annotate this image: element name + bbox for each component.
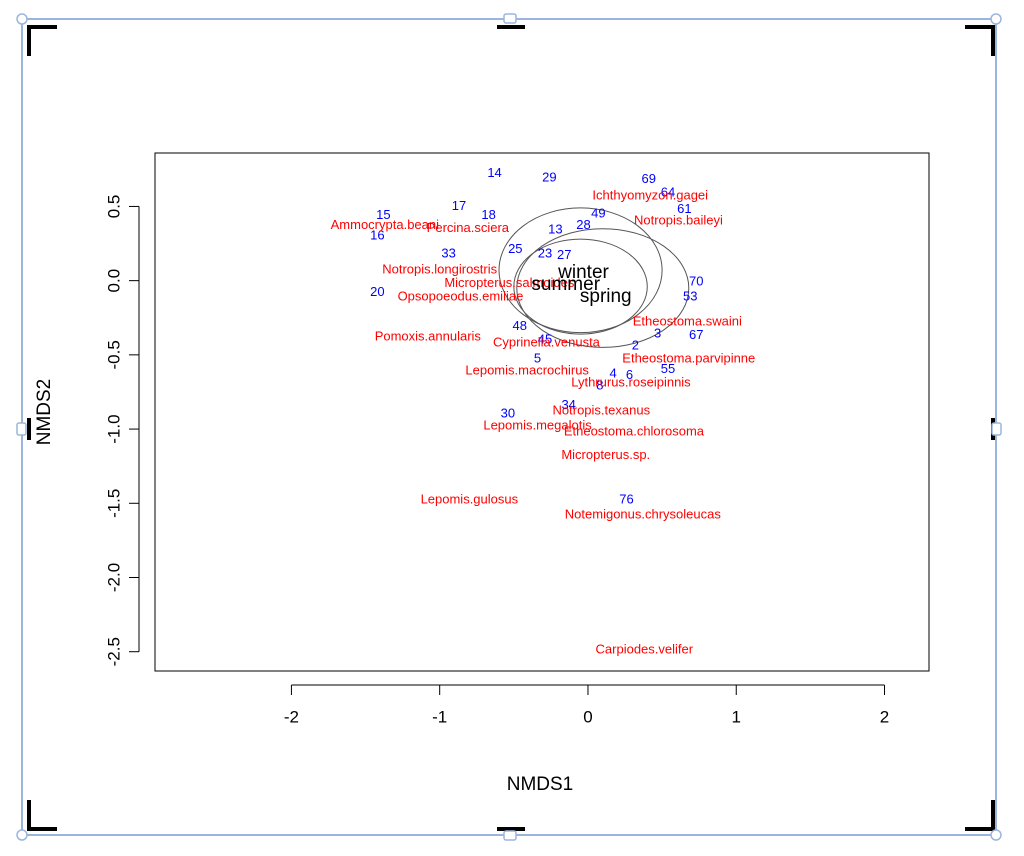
site-label: 48 — [513, 318, 527, 333]
resize-handle[interactable] — [16, 422, 27, 436]
x-tick-label: 1 — [732, 707, 741, 726]
site-label: 67 — [689, 327, 703, 342]
site-label: 61 — [677, 201, 691, 216]
site-label: 49 — [591, 205, 605, 220]
crop-corner — [27, 25, 57, 56]
resize-handle[interactable] — [990, 829, 1002, 841]
resize-handle[interactable] — [991, 422, 1002, 436]
x-tick-label: 2 — [880, 707, 889, 726]
handles — [16, 13, 1002, 841]
species-label: Lepomis.megalotis — [483, 418, 592, 433]
crop-corner — [27, 800, 57, 831]
site-label: 3 — [654, 326, 661, 341]
species-label: Micropterus.sp. — [561, 447, 650, 462]
site-label: 45 — [538, 331, 552, 346]
site-label: 64 — [661, 185, 675, 200]
site-label: 70 — [689, 274, 703, 289]
y-tick-label: -1.5 — [104, 489, 123, 518]
site-label: 25 — [508, 241, 522, 256]
species-label: Notemigonus.chrysoleucas — [565, 507, 722, 522]
species-label: Etheostoma.chlorosoma — [564, 423, 705, 438]
y-tick-label: -2.0 — [104, 563, 123, 592]
species-label: Opsopoeodus.emiliae — [398, 288, 524, 303]
resize-handle[interactable] — [990, 13, 1002, 25]
group-ellipse — [513, 238, 648, 335]
resize-handle[interactable] — [503, 13, 517, 24]
site-label: 5 — [534, 351, 541, 366]
resize-handle[interactable] — [16, 829, 28, 841]
site-label: 30 — [501, 406, 515, 421]
centroid-label: winter — [557, 262, 609, 283]
site-label: 20 — [370, 284, 384, 299]
species-label: Percina.sciera — [427, 220, 510, 235]
species-label: Etheostoma.parvipinne — [622, 351, 755, 366]
species-label: Notropis.longirostris — [382, 262, 497, 277]
group-ellipse — [516, 228, 690, 348]
x-tick-label: -1 — [432, 707, 447, 726]
crop-corner — [965, 800, 995, 831]
species-label: Etheostoma.swaini — [633, 314, 742, 329]
y-tick-label: 0.5 — [104, 195, 123, 219]
centroid-label: summer — [531, 274, 600, 295]
site-label: 29 — [542, 170, 556, 185]
group-ellipse — [498, 207, 663, 334]
site-label: 76 — [619, 492, 633, 507]
species-label: Carpiodes.velifer — [596, 642, 694, 657]
species-label: Pomoxis.annularis — [375, 328, 482, 343]
resize-handle[interactable] — [16, 13, 28, 25]
centroid-label: spring — [580, 286, 632, 307]
y-tick-label: -1.0 — [104, 414, 123, 443]
site-label: 15 — [376, 207, 390, 222]
site-label: 8 — [596, 377, 603, 392]
species-label: Ichthyomyzon.gagei — [592, 187, 708, 202]
species-label: Notropis.texanus — [553, 403, 651, 418]
crop-corners — [27, 25, 995, 831]
y-tick-label: -0.5 — [104, 340, 123, 369]
species-label: Notropis.baileyi — [634, 213, 723, 228]
site-label: 23 — [538, 245, 552, 260]
resize-handle[interactable] — [503, 830, 517, 841]
species-label: Ammocrypta.beani — [331, 217, 439, 232]
y-axis-title: NMDS2 — [34, 379, 55, 446]
site-label: 2 — [632, 337, 639, 352]
site-label: 6 — [626, 367, 633, 382]
site-label: 27 — [557, 247, 571, 262]
site-label: 17 — [452, 198, 466, 213]
site-label: 13 — [548, 222, 562, 237]
site-label: 4 — [610, 366, 617, 381]
site-label: 14 — [487, 165, 501, 180]
site-label: 16 — [370, 228, 384, 243]
x-axis-title: NMDS1 — [507, 774, 574, 795]
species-label: Micropterus.salmoides — [444, 275, 575, 290]
species-label: Lepomis.macrochirus — [465, 363, 589, 378]
species-label: Lepomis.gulosus — [421, 492, 519, 507]
y-tick-label: 0.0 — [104, 269, 123, 293]
site-label: 55 — [661, 361, 675, 376]
site-label: 33 — [441, 245, 455, 260]
site-label: 28 — [576, 217, 590, 232]
x-tick-label: 0 — [583, 707, 592, 726]
species-label: Lythrurus.roseipinnis — [571, 374, 691, 389]
site-label: 34 — [561, 397, 575, 412]
site-label: 53 — [683, 288, 697, 303]
crop-corner — [965, 25, 995, 56]
species-label: Cyprinella.venusta — [493, 334, 601, 349]
site-label: 18 — [481, 207, 495, 222]
plot-box — [154, 152, 930, 672]
x-tick-label: -2 — [284, 707, 299, 726]
y-tick-label: -2.5 — [104, 637, 123, 666]
site-label: 69 — [642, 171, 656, 186]
